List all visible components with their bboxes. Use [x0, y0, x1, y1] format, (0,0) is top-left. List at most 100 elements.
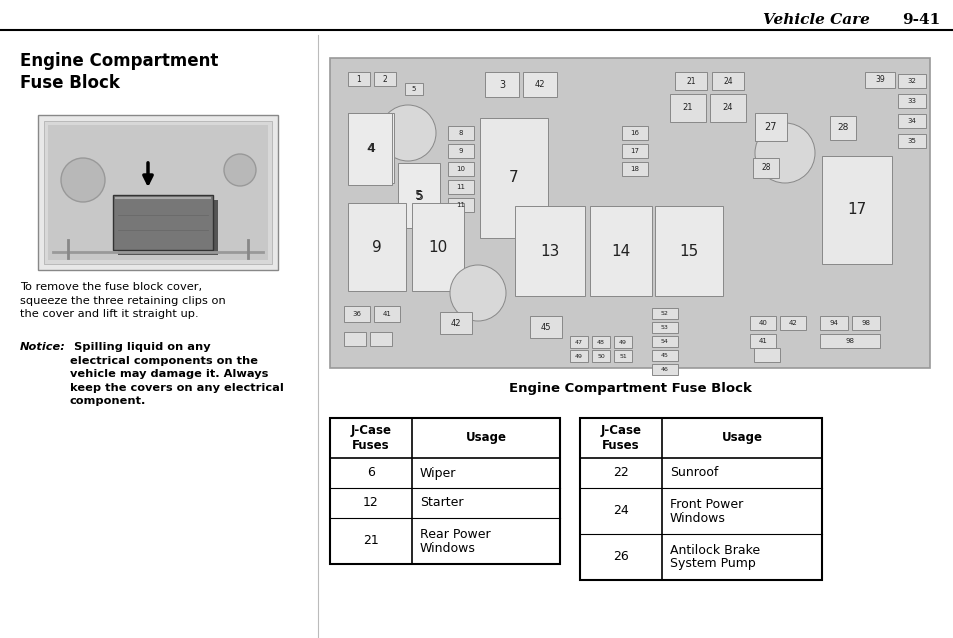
Bar: [592, 336, 609, 348]
Text: 28: 28: [760, 163, 770, 172]
Bar: [897, 114, 925, 128]
Bar: [112, 195, 213, 250]
Text: J-Case
Fuses: J-Case Fuses: [599, 424, 640, 452]
Text: Antilock Brake: Antilock Brake: [669, 544, 760, 556]
Bar: [448, 126, 474, 140]
Bar: [118, 200, 218, 255]
Bar: [448, 180, 474, 194]
Bar: [370, 332, 392, 346]
Bar: [820, 316, 847, 330]
Bar: [621, 126, 647, 140]
Text: Starter: Starter: [419, 496, 463, 510]
Bar: [651, 322, 678, 333]
Text: 32: 32: [906, 78, 916, 84]
Text: 42: 42: [535, 80, 545, 89]
Bar: [44, 121, 272, 264]
Text: 9: 9: [458, 148, 463, 154]
Bar: [48, 125, 268, 260]
Text: 12: 12: [363, 496, 378, 510]
Bar: [753, 348, 780, 362]
Bar: [897, 74, 925, 88]
Bar: [348, 72, 370, 86]
Bar: [330, 58, 929, 368]
Text: 1: 1: [356, 75, 361, 84]
Bar: [439, 312, 472, 334]
Text: 5: 5: [416, 189, 423, 202]
Text: 36: 36: [352, 311, 361, 317]
Bar: [651, 336, 678, 347]
Text: 51: 51: [618, 353, 626, 359]
Text: 6: 6: [367, 466, 375, 480]
Text: Vehicle Care: Vehicle Care: [762, 13, 869, 27]
Text: 4: 4: [367, 142, 375, 154]
Text: 46: 46: [660, 367, 668, 372]
Text: 9: 9: [372, 239, 381, 255]
Text: 94: 94: [829, 320, 838, 326]
Text: 49: 49: [575, 353, 582, 359]
Text: 18: 18: [630, 166, 639, 172]
Text: 98: 98: [861, 320, 869, 326]
Text: 26: 26: [613, 551, 628, 563]
Text: 33: 33: [906, 98, 916, 104]
Text: 45: 45: [540, 322, 551, 332]
Text: J-Case
Fuses: J-Case Fuses: [350, 424, 391, 452]
Bar: [348, 113, 392, 185]
Bar: [397, 163, 439, 228]
Text: 16: 16: [630, 130, 639, 136]
Text: 39: 39: [874, 75, 884, 84]
Text: 15: 15: [679, 244, 698, 258]
Bar: [749, 334, 775, 348]
Text: 45: 45: [660, 353, 668, 358]
Bar: [749, 316, 775, 330]
Text: 42: 42: [450, 318, 460, 327]
Bar: [38, 115, 277, 270]
Text: Engine Compartment
Fuse Block: Engine Compartment Fuse Block: [20, 52, 218, 93]
Text: 24: 24: [722, 77, 732, 85]
Bar: [864, 72, 894, 88]
Bar: [651, 350, 678, 361]
Bar: [399, 166, 439, 226]
Bar: [374, 306, 399, 322]
Text: 54: 54: [660, 339, 668, 344]
Text: 40: 40: [758, 320, 766, 326]
Text: 7: 7: [509, 170, 518, 186]
Bar: [569, 350, 587, 362]
Text: Rear Power: Rear Power: [419, 528, 490, 540]
Text: 34: 34: [906, 118, 916, 124]
Text: 24: 24: [722, 103, 733, 112]
Bar: [752, 158, 779, 178]
Bar: [780, 316, 805, 330]
Bar: [344, 306, 370, 322]
Bar: [709, 94, 745, 122]
Text: 10: 10: [428, 239, 447, 255]
Text: 41: 41: [382, 311, 391, 317]
Bar: [820, 334, 879, 348]
Bar: [515, 206, 584, 296]
Circle shape: [61, 158, 105, 202]
Circle shape: [450, 265, 505, 321]
Text: 21: 21: [363, 535, 378, 547]
Text: 8: 8: [458, 130, 463, 136]
Bar: [711, 72, 743, 90]
Text: Spilling liquid on any
electrical components on the
vehicle may damage it. Alway: Spilling liquid on any electrical compon…: [70, 342, 284, 406]
Text: 17: 17: [630, 148, 639, 154]
Text: System Pump: System Pump: [669, 558, 755, 570]
Bar: [479, 118, 547, 238]
Bar: [614, 336, 631, 348]
Text: 4: 4: [366, 142, 374, 156]
Text: 50: 50: [597, 353, 604, 359]
Bar: [851, 316, 879, 330]
Bar: [621, 144, 647, 158]
Text: 17: 17: [846, 202, 865, 218]
Text: 2: 2: [382, 75, 387, 84]
Text: Wiper: Wiper: [419, 466, 456, 480]
Bar: [522, 72, 557, 97]
Bar: [344, 332, 366, 346]
Bar: [405, 83, 422, 95]
Bar: [655, 206, 722, 296]
Text: 21: 21: [685, 77, 695, 85]
Text: 10: 10: [456, 166, 465, 172]
Text: 98: 98: [844, 338, 854, 344]
Bar: [530, 316, 561, 338]
Bar: [448, 144, 474, 158]
